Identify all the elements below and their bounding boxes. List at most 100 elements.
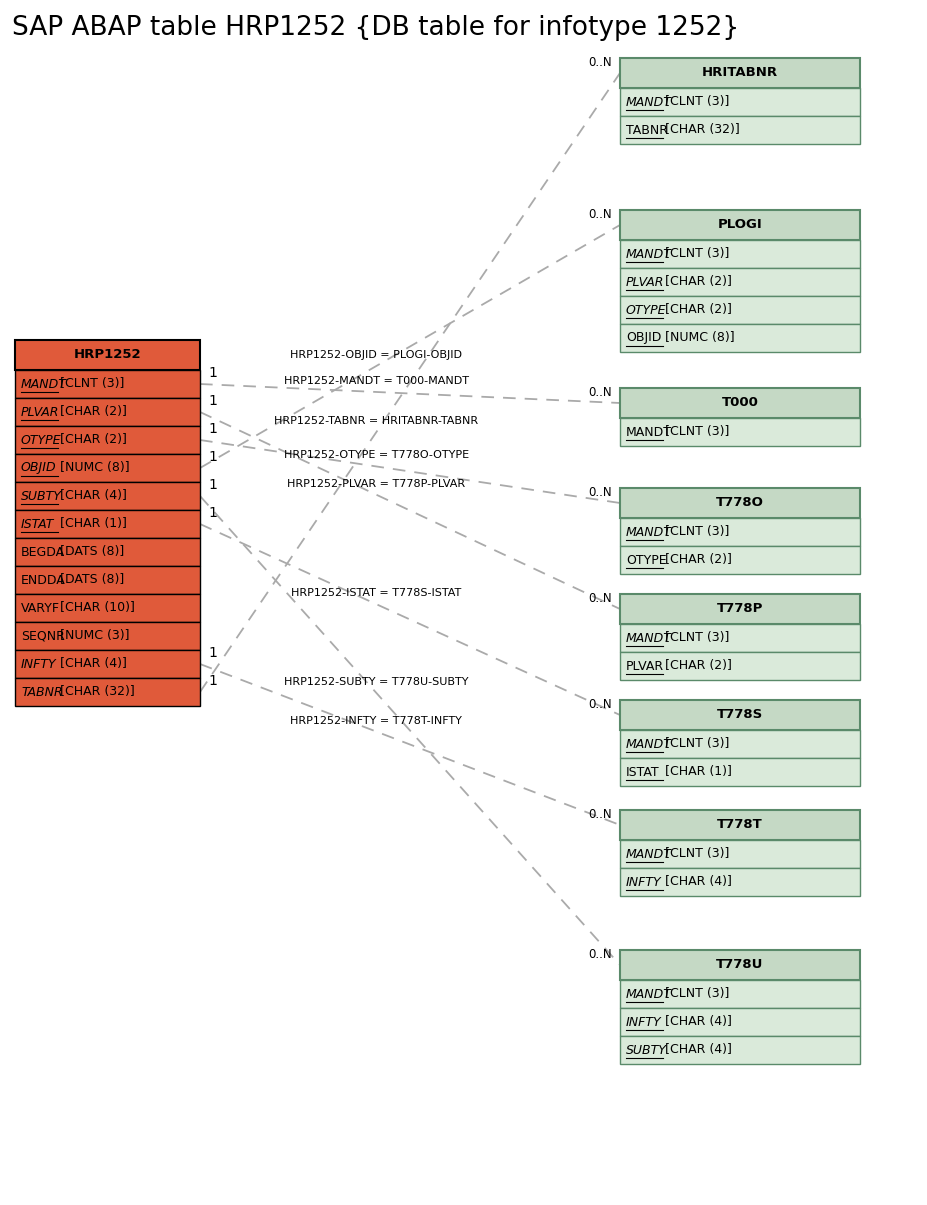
Bar bbox=[620, 840, 860, 868]
Text: [CHAR (1)]: [CHAR (1)] bbox=[666, 765, 732, 778]
Text: MANDT: MANDT bbox=[626, 425, 672, 439]
Bar bbox=[15, 340, 200, 370]
Text: OBJID: OBJID bbox=[626, 331, 661, 345]
Bar bbox=[620, 980, 860, 1009]
Text: SAP ABAP table HRP1252 {DB table for infotype 1252}: SAP ABAP table HRP1252 {DB table for inf… bbox=[12, 14, 739, 41]
Text: [CHAR (2)]: [CHAR (2)] bbox=[666, 304, 732, 317]
Text: T778U: T778U bbox=[717, 958, 764, 971]
Text: INFTY: INFTY bbox=[626, 876, 662, 888]
Text: HRP1252: HRP1252 bbox=[73, 348, 141, 361]
Text: [DATS (8)]: [DATS (8)] bbox=[60, 574, 125, 587]
Bar bbox=[620, 388, 860, 418]
Text: [CHAR (4)]: [CHAR (4)] bbox=[666, 1016, 732, 1029]
Text: OTYPE: OTYPE bbox=[626, 304, 667, 317]
Bar bbox=[620, 210, 860, 240]
Bar bbox=[15, 566, 200, 594]
Text: [CHAR (2)]: [CHAR (2)] bbox=[60, 434, 127, 447]
Text: T778S: T778S bbox=[717, 709, 763, 722]
Text: ISTAT: ISTAT bbox=[21, 517, 55, 530]
Text: [DATS (8)]: [DATS (8)] bbox=[60, 546, 125, 558]
Bar bbox=[15, 482, 200, 510]
Text: 0..N: 0..N bbox=[589, 386, 612, 399]
Text: [CHAR (10)]: [CHAR (10)] bbox=[60, 601, 135, 615]
Text: [CHAR (4)]: [CHAR (4)] bbox=[60, 489, 127, 502]
Text: TABNR: TABNR bbox=[626, 123, 668, 136]
Bar bbox=[15, 398, 200, 427]
Text: T778T: T778T bbox=[717, 818, 763, 831]
Bar bbox=[15, 454, 200, 482]
Text: [CHAR (4)]: [CHAR (4)] bbox=[666, 876, 732, 888]
Text: [NUMC (8)]: [NUMC (8)] bbox=[666, 331, 735, 345]
Text: [CLNT (3)]: [CLNT (3)] bbox=[666, 631, 730, 645]
Text: 0..N: 0..N bbox=[589, 809, 612, 821]
Text: HRITABNR: HRITABNR bbox=[702, 66, 778, 80]
Text: [CLNT (3)]: [CLNT (3)] bbox=[666, 95, 730, 108]
Text: MANDT: MANDT bbox=[626, 247, 672, 260]
Text: 0..N: 0..N bbox=[589, 55, 612, 69]
Text: TABNR: TABNR bbox=[21, 686, 63, 699]
Text: MANDT: MANDT bbox=[626, 525, 672, 539]
Text: HRP1252-OBJID = PLOGI-OBJID: HRP1252-OBJID = PLOGI-OBJID bbox=[290, 349, 463, 360]
Text: HRP1252-MANDT = T000-MANDT: HRP1252-MANDT = T000-MANDT bbox=[284, 376, 469, 386]
Bar bbox=[620, 624, 860, 652]
Text: 1: 1 bbox=[208, 478, 217, 492]
Text: MANDT: MANDT bbox=[626, 847, 672, 860]
Bar bbox=[15, 678, 200, 706]
Text: [CHAR (4)]: [CHAR (4)] bbox=[60, 658, 127, 670]
Text: [CLNT (3)]: [CLNT (3)] bbox=[666, 988, 730, 1000]
Bar bbox=[620, 1036, 860, 1064]
Text: MANDT: MANDT bbox=[626, 631, 672, 645]
Text: T778P: T778P bbox=[717, 602, 763, 616]
Text: ENDDA: ENDDA bbox=[21, 574, 66, 587]
Text: 0..N: 0..N bbox=[589, 948, 612, 962]
Text: [CHAR (1)]: [CHAR (1)] bbox=[60, 517, 127, 530]
Text: PLVAR: PLVAR bbox=[626, 659, 664, 672]
Text: OBJID: OBJID bbox=[21, 462, 57, 475]
Text: HRP1252-SUBTY = T778U-SUBTY: HRP1252-SUBTY = T778U-SUBTY bbox=[285, 677, 469, 687]
Text: 1: 1 bbox=[208, 506, 217, 521]
Text: [CHAR (2)]: [CHAR (2)] bbox=[666, 276, 732, 288]
Text: 1: 1 bbox=[208, 366, 217, 380]
Text: [CLNT (3)]: [CLNT (3)] bbox=[60, 377, 125, 390]
Text: HRP1252-PLVAR = T778P-PLVAR: HRP1252-PLVAR = T778P-PLVAR bbox=[287, 478, 465, 489]
Bar bbox=[620, 324, 860, 352]
Text: VARYF: VARYF bbox=[21, 601, 60, 615]
Text: [NUMC (8)]: [NUMC (8)] bbox=[60, 462, 130, 475]
Text: HRP1252-ISTAT = T778S-ISTAT: HRP1252-ISTAT = T778S-ISTAT bbox=[291, 588, 462, 598]
Text: PLVAR: PLVAR bbox=[21, 406, 59, 418]
Text: MANDT: MANDT bbox=[626, 988, 672, 1000]
Text: BEGDA: BEGDA bbox=[21, 546, 65, 558]
Text: SUBTY: SUBTY bbox=[626, 1044, 667, 1057]
Bar bbox=[15, 370, 200, 398]
Text: [CLNT (3)]: [CLNT (3)] bbox=[666, 425, 730, 439]
Text: INFTY: INFTY bbox=[21, 658, 57, 670]
Text: 1: 1 bbox=[208, 674, 217, 688]
Bar bbox=[620, 418, 860, 446]
Text: 0..N: 0..N bbox=[589, 486, 612, 499]
Bar bbox=[620, 652, 860, 680]
Bar bbox=[620, 758, 860, 786]
Text: 1: 1 bbox=[208, 394, 217, 408]
Text: [CHAR (32)]: [CHAR (32)] bbox=[666, 123, 741, 136]
Text: 0..N: 0..N bbox=[589, 208, 612, 221]
Text: HRP1252-OTYPE = T778O-OTYPE: HRP1252-OTYPE = T778O-OTYPE bbox=[284, 451, 469, 460]
Text: MANDT: MANDT bbox=[626, 95, 672, 108]
Text: [CHAR (2)]: [CHAR (2)] bbox=[666, 659, 732, 672]
Text: HRP1252-INFTY = T778T-INFTY: HRP1252-INFTY = T778T-INFTY bbox=[290, 716, 463, 725]
Bar bbox=[620, 810, 860, 840]
Bar bbox=[620, 594, 860, 624]
Text: SUBTY: SUBTY bbox=[21, 489, 62, 502]
Text: ISTAT: ISTAT bbox=[626, 765, 660, 778]
Bar bbox=[620, 546, 860, 574]
Bar bbox=[15, 427, 200, 454]
Bar bbox=[620, 518, 860, 546]
Bar bbox=[15, 510, 200, 537]
Bar bbox=[620, 268, 860, 296]
Text: OTYPE: OTYPE bbox=[626, 553, 667, 566]
Text: T778O: T778O bbox=[716, 496, 764, 510]
Text: T000: T000 bbox=[721, 396, 758, 410]
Text: [CHAR (4)]: [CHAR (4)] bbox=[666, 1044, 732, 1057]
Text: 1: 1 bbox=[208, 422, 217, 436]
Bar bbox=[15, 594, 200, 622]
Text: 0..N: 0..N bbox=[589, 592, 612, 605]
